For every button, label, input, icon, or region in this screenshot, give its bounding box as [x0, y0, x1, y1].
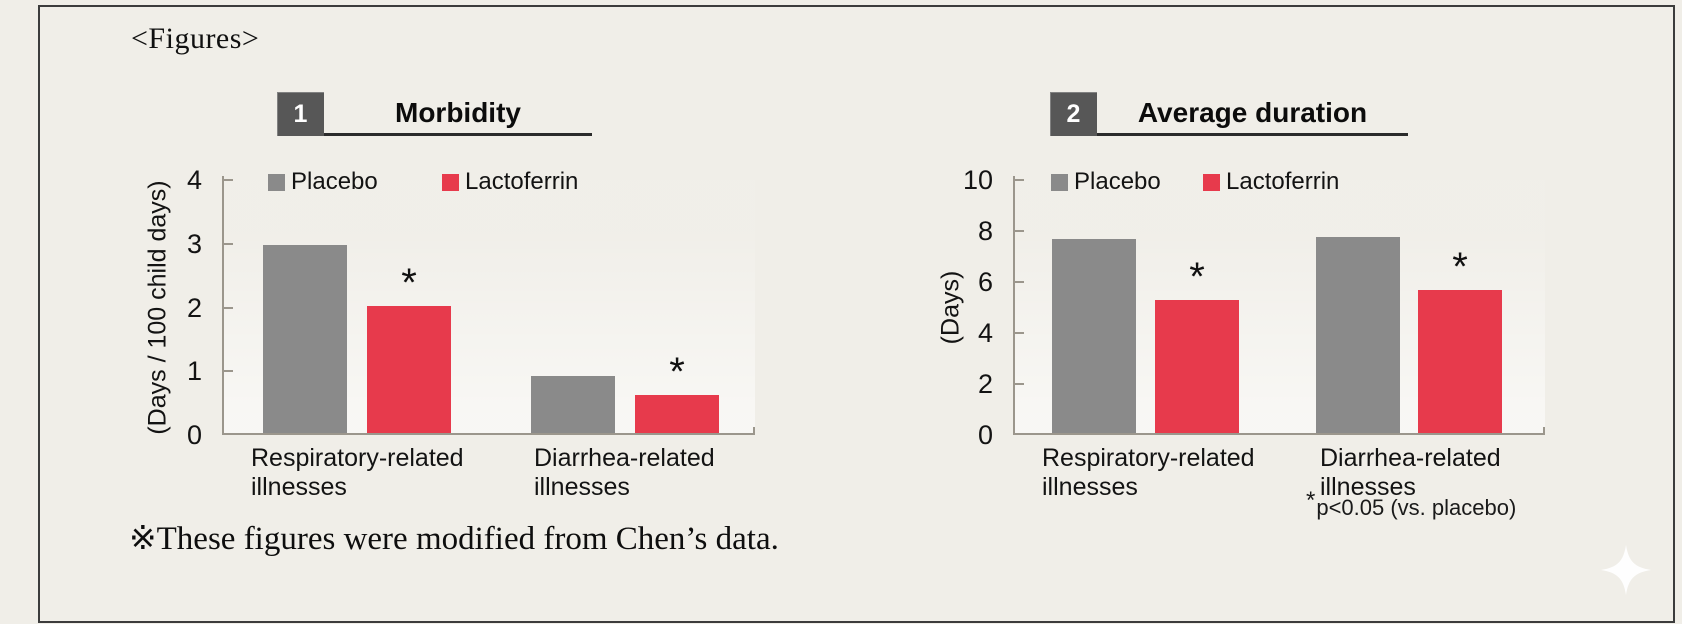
- y-tick-mark: [1015, 383, 1024, 385]
- y-tick-label: 0: [977, 420, 993, 450]
- legend-label: Placebo: [291, 168, 378, 195]
- category-label: Diarrhea-related illnesses: [534, 444, 715, 501]
- legend-item: Lactoferrin: [1203, 168, 1339, 196]
- bar-placebo-2: [1316, 236, 1400, 433]
- category-label: Respiratory-related illnesses: [1042, 444, 1255, 501]
- sparkle-icon: [1600, 544, 1652, 596]
- y-tick-label: 10: [962, 165, 993, 195]
- significance-asterisk: *: [1189, 255, 1205, 300]
- bar-lactoferrin-2: [1418, 290, 1502, 433]
- legend-item: Placebo: [1051, 168, 1161, 196]
- significance-footnote: *p<0.05 (vs. placebo): [1306, 487, 1517, 522]
- category-label: Respiratory-related illnesses: [251, 444, 464, 501]
- x-axis-line: [1013, 433, 1545, 435]
- bar-lactoferrin-1: [1155, 300, 1239, 433]
- y-tick-label: 1: [186, 356, 202, 387]
- chart2-number-badge: 2: [1050, 92, 1097, 136]
- legend-item: Lactoferrin: [442, 168, 578, 196]
- chart1-title: Morbidity: [324, 92, 592, 136]
- source-note: ※These figures were modified from Chen’s…: [129, 521, 779, 557]
- legend-swatch-icon: [442, 173, 459, 191]
- y-tick-mark: [1015, 332, 1024, 334]
- significance-asterisk: *: [669, 349, 685, 394]
- bar-placebo-2: [531, 375, 615, 433]
- x-axis-endcap: [1543, 427, 1545, 435]
- y-axis-line: [1013, 176, 1015, 435]
- y-tick-label: 2: [977, 369, 993, 399]
- legend-swatch-icon: [1051, 173, 1068, 191]
- y-tick-mark: [224, 179, 233, 181]
- y-tick-label: 4: [186, 165, 202, 195]
- y-tick-mark: [1015, 179, 1024, 181]
- y-tick-label: 6: [977, 267, 993, 297]
- y-tick-mark: [224, 370, 233, 373]
- bar-lactoferrin-2: [635, 394, 719, 433]
- y-tick-mark: [224, 306, 233, 309]
- x-axis-line: [222, 433, 755, 435]
- legend-item: Placebo: [268, 168, 378, 196]
- y-tick-mark: [1015, 230, 1024, 232]
- y-tick-label: 0: [186, 420, 202, 450]
- footnote-text: p<0.05 (vs. placebo): [1316, 495, 1517, 520]
- legend-label: Lactoferrin: [465, 168, 579, 195]
- y-tick-label: 8: [977, 216, 993, 246]
- legend-label: Placebo: [1074, 168, 1161, 195]
- chart2-plot-area: 0 2 4 6 8 10 Placebo Lactoferrin * Respiratory-re…: [963, 165, 1545, 501]
- bar-placebo-1: [263, 244, 347, 433]
- chart1-plot-area: 0 1 2 3 4 Placebo Lactoferrin * Respiratory-rela…: [187, 165, 755, 501]
- y-tick-label: 2: [186, 292, 202, 323]
- bar-placebo-1: [1052, 239, 1136, 433]
- legend-swatch-icon: [1203, 173, 1220, 191]
- figures-heading: <Figures>: [131, 22, 260, 55]
- significance-asterisk: *: [1452, 245, 1468, 290]
- category-label: Diarrhea-related illnesses: [1320, 444, 1501, 501]
- chart1-number-badge: 1: [277, 92, 324, 136]
- y-axis-line: [222, 176, 224, 435]
- y-tick-label: 4: [977, 318, 993, 348]
- legend-swatch-icon: [268, 173, 285, 191]
- y-tick-label: 3: [186, 228, 202, 259]
- significance-asterisk: *: [401, 260, 417, 305]
- legend-label: Lactoferrin: [1226, 168, 1340, 195]
- footnote-asterisk: *: [1306, 487, 1316, 514]
- chart1-header: 1 Morbidity: [277, 92, 592, 136]
- chart2-title: Average duration: [1097, 92, 1408, 136]
- y-tick-mark: [1015, 281, 1024, 283]
- y-tick-mark: [224, 242, 233, 245]
- chart2-header: 2 Average duration: [1050, 92, 1408, 136]
- bar-lactoferrin-1: [367, 305, 451, 433]
- x-axis-endcap: [753, 427, 755, 435]
